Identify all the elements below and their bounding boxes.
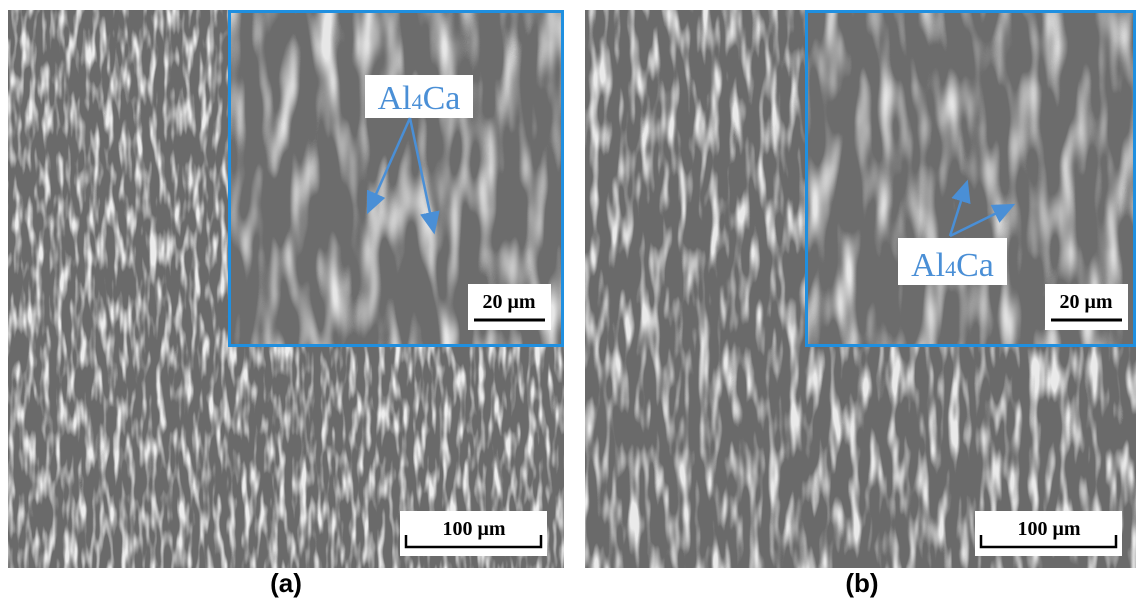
panel-caption: (b) [845, 568, 878, 598]
scale-label: 100 μm [1018, 518, 1081, 540]
label-part: Al [378, 80, 412, 117]
label-part: Ca [956, 247, 994, 284]
inset-scale-label: 20 μm [1060, 291, 1113, 313]
label-sub: 4 [412, 89, 423, 114]
scale-label: 100 μm [443, 518, 506, 540]
label-sub: 4 [945, 256, 956, 281]
label-part: Al [911, 247, 945, 284]
figure: 20 μm100 μmAl4Ca(a)20 μm100 μmAl4Ca(b) [0, 0, 1136, 606]
inset-scale-label: 20 μm [483, 291, 536, 313]
label-part: Ca [423, 80, 461, 117]
panel-caption: (a) [270, 568, 302, 598]
